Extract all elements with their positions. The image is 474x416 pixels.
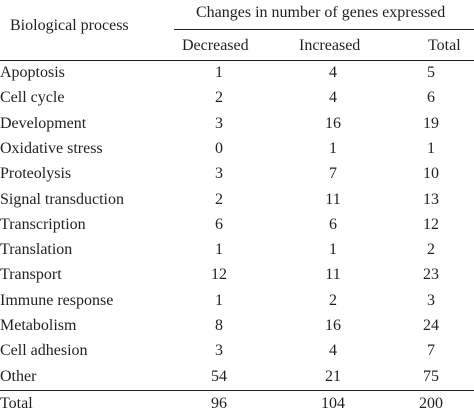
row-decreased-value: 0 — [215, 140, 223, 157]
row-process-label: Oxidative stress — [0, 140, 103, 157]
row-total-value: 23 — [423, 266, 439, 283]
row-total-value: 1 — [427, 140, 435, 157]
row-increased-value: 11 — [325, 266, 341, 283]
total-separator-rule — [0, 390, 474, 391]
row-decreased-value: 1 — [215, 292, 223, 309]
row-total-value: 7 — [427, 342, 435, 359]
row-process-label: Total — [0, 395, 33, 412]
row-total-value: 5 — [427, 64, 435, 81]
row-decreased-value: 8 — [215, 317, 223, 334]
header-subrule — [174, 29, 474, 30]
row-total-value: 2 — [427, 241, 435, 258]
row-decreased-value: 6 — [215, 216, 223, 233]
row-process-label: Signal transduction — [0, 191, 124, 208]
row-total-value: 200 — [419, 395, 443, 412]
row-increased-value: 2 — [329, 292, 337, 309]
row-process-label: Transcription — [0, 216, 86, 233]
header-total: Total — [428, 37, 461, 54]
row-decreased-value: 3 — [215, 342, 223, 359]
row-process-label: Metabolism — [0, 317, 77, 334]
row-decreased-value: 96 — [211, 395, 227, 412]
row-decreased-value: 1 — [215, 241, 223, 258]
row-increased-value: 16 — [325, 115, 341, 132]
header-decreased: Decreased — [182, 37, 249, 54]
row-process-label: Cell cycle — [0, 89, 65, 106]
row-increased-value: 11 — [325, 191, 341, 208]
row-decreased-value: 2 — [215, 89, 223, 106]
row-total-value: 24 — [423, 317, 439, 334]
row-increased-value: 4 — [329, 342, 337, 359]
row-process-label: Translation — [0, 241, 73, 258]
row-process-label: Apoptosis — [0, 64, 65, 81]
row-total-value: 6 — [427, 89, 435, 106]
row-total-value: 19 — [423, 115, 439, 132]
header-changes-in-genes: Changes in number of genes expressed — [196, 4, 446, 21]
row-decreased-value: 3 — [215, 165, 223, 182]
row-total-value: 3 — [427, 292, 435, 309]
header-increased: Increased — [299, 37, 361, 54]
row-increased-value: 4 — [329, 89, 337, 106]
row-decreased-value: 12 — [211, 266, 227, 283]
row-increased-value: 16 — [325, 317, 341, 334]
row-decreased-value: 2 — [215, 191, 223, 208]
row-total-value: 12 — [423, 216, 439, 233]
row-increased-value: 4 — [329, 64, 337, 81]
row-increased-value: 1 — [329, 241, 337, 258]
row-process-label: Transport — [0, 266, 62, 283]
row-decreased-value: 3 — [215, 115, 223, 132]
row-decreased-value: 1 — [215, 64, 223, 81]
row-total-value: 75 — [423, 368, 439, 385]
row-increased-value: 7 — [329, 165, 337, 182]
row-increased-value: 21 — [325, 368, 341, 385]
row-process-label: Proteolysis — [0, 165, 72, 182]
row-increased-value: 6 — [329, 216, 337, 233]
row-total-value: 10 — [423, 165, 439, 182]
header-bottom-rule — [0, 60, 474, 61]
header-biological-process: Biological process — [10, 17, 129, 34]
row-total-value: 13 — [423, 191, 439, 208]
row-increased-value: 104 — [321, 395, 345, 412]
row-process-label: Cell adhesion — [0, 342, 88, 359]
row-process-label: Other — [0, 368, 37, 385]
row-process-label: Development — [0, 115, 87, 132]
row-process-label: Immune response — [0, 292, 114, 309]
row-increased-value: 1 — [329, 140, 337, 157]
row-decreased-value: 54 — [211, 368, 227, 385]
